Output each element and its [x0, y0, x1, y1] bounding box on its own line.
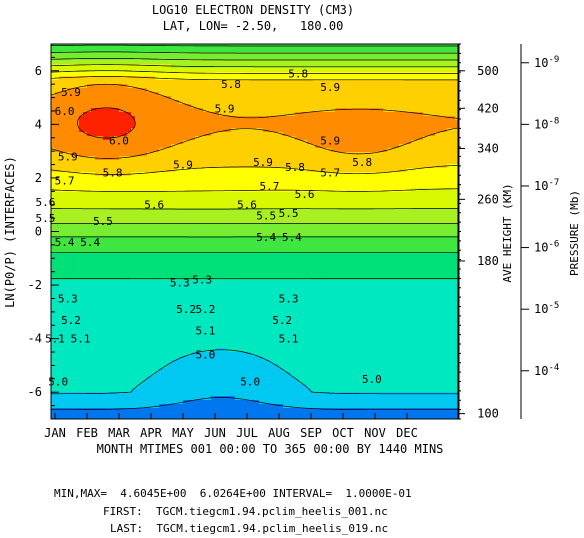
right-axis-1-tick-label: 500 [477, 64, 499, 78]
x-tick-label: JAN [44, 426, 66, 440]
contour-line [51, 349, 459, 395]
contour-label: 5.6 [144, 199, 164, 212]
x-tick-label: NOV [364, 426, 386, 440]
right-axis-1-tick-label: 420 [477, 101, 499, 115]
right-axis-1-title: AVE HEIGHT (KM) [501, 183, 514, 282]
right-axis-1-tick-label: 180 [477, 254, 499, 268]
contour-label: 5.8 [285, 161, 305, 174]
contour-label: 5.9 [215, 102, 235, 115]
x-tick-label: AUG [268, 426, 290, 440]
x-axis-title: MONTH MTIMES 001 00:00 TO 365 00:00 BY 1… [97, 442, 444, 456]
contour-label: 5.9 [253, 156, 273, 169]
x-tick-label: JUN [204, 426, 226, 440]
contour-label: 5.4 [80, 236, 100, 249]
contour-label: 5.0 [195, 349, 215, 362]
footer-minmax: MIN,MAX= 4.6045E+00 6.0264E+00 INTERVAL=… [54, 487, 412, 500]
footer-first: FIRST: TGCM.tiegcm1.94.pclim_heelis_001.… [103, 505, 388, 518]
contour-label: 5.1 [279, 333, 299, 346]
contour-label: 5.0 [240, 376, 260, 389]
right-axis-2-tick-label: 10-4 [534, 363, 559, 378]
x-tick-label: JUL [236, 426, 258, 440]
contour-label: 5.9 [173, 159, 193, 172]
contour-label: 5.2 [61, 314, 81, 327]
x-tick-label: MAY [172, 426, 194, 440]
contour-label: 5.0 [362, 373, 382, 386]
contour-label: 5.8 [352, 156, 372, 169]
contour-line [77, 107, 136, 139]
x-tick-label: MAR [108, 426, 130, 440]
contour-label: 5.4 [256, 231, 276, 244]
y-tick-label: 6 [35, 64, 42, 78]
x-tick-label: SEP [300, 426, 322, 440]
contour-label: 5.8 [221, 78, 241, 91]
contour-label: 5.4 [282, 231, 302, 244]
contour-label: 5.4 [55, 236, 75, 249]
right-axis-2-tick-label: 10-6 [534, 240, 559, 255]
contour-label: 5.9 [320, 81, 340, 94]
contour-label: 5.3 [192, 274, 212, 287]
contour-label: 5.5 [35, 212, 55, 225]
contour-label: 5.5 [279, 207, 299, 220]
contour-label: 5.5 [256, 209, 276, 222]
contour-label: 5.3 [279, 292, 299, 305]
contour-label: 5.3 [58, 292, 78, 305]
plot-area [51, 44, 459, 419]
contour-label: 5.2 [195, 303, 215, 316]
contour-label: 5.1 [71, 333, 91, 346]
right-axis-1-tick-label: 260 [477, 192, 499, 206]
contour-lines [51, 44, 459, 411]
contour-fill [51, 44, 459, 419]
contour-label: 5.7 [55, 175, 75, 188]
y-axis-title: LN(P0/P) (INTERFACES) [3, 156, 17, 308]
axes: JAN FEB MAR APR MAY JUN JUL AUG SEP OCT NOV DEC -6 -4… [28, 43, 559, 440]
contour-label: 5.8 [288, 67, 308, 80]
contour-line [51, 76, 459, 175]
y-tick-label: 2 [35, 171, 42, 185]
y-tick-label: 0 [35, 225, 42, 239]
contour-label: 5.5 [93, 215, 113, 228]
contour-label: 6.0 [109, 134, 129, 147]
contour-label: 5.2 [272, 314, 292, 327]
contour-label: 6.0 [55, 105, 75, 118]
y-tick-label: -4 [28, 332, 42, 346]
y-tick-label: -6 [28, 385, 42, 399]
contour-line [51, 70, 459, 192]
contour-label: 5.7 [259, 180, 279, 193]
contour-line [51, 44, 459, 253]
chart-subtitle: LAT, LON= -2.50, 180.00 [163, 19, 344, 33]
right-axis-2-tick-label: 10-7 [534, 178, 559, 193]
contour-line [51, 58, 459, 224]
contour-label: 5.6 [35, 196, 55, 209]
contour-line [51, 51, 459, 238]
right-axis-2-title: PRESSURE (Mb) [568, 190, 581, 276]
x-tick-label: OCT [332, 426, 354, 440]
x-tick-label: APR [140, 426, 162, 440]
contour-label: 5.9 [320, 134, 340, 147]
chart-title: LOG10 ELECTRON DENSITY (CM3) [152, 3, 354, 17]
contour-line [51, 83, 459, 159]
contour-label: 5.6 [237, 199, 257, 212]
right-axis-1-tick-label: 340 [477, 141, 499, 155]
y-tick-label: -2 [28, 278, 42, 292]
right-axis-2-tick-label: 10-9 [534, 55, 559, 70]
contour-label: 5.2 [176, 303, 196, 316]
contour-labels: 5.95.85.85.96.06.05.95.95.85.75.65.65.9 5… [35, 67, 381, 388]
contour-line [51, 64, 459, 210]
footer-last: LAST: TGCM.tiegcm1.94.pclim_heelis_019.n… [110, 522, 388, 535]
contour-label: 5.1 [195, 325, 215, 338]
contour-label: 5.9 [61, 86, 81, 99]
x-tick-label: DEC [396, 426, 418, 440]
contour-label: 5.8 [103, 167, 123, 180]
right-axis-2-tick-label: 10-5 [534, 301, 559, 316]
x-tick-label: FEB [76, 426, 98, 440]
right-axis-1-tick-label: 100 [477, 407, 499, 421]
right-axis-2-tick-label: 10-8 [534, 116, 559, 131]
contour-label: 5.7 [320, 167, 340, 180]
contour-label: 5.9 [58, 151, 78, 164]
contour-label: 5.6 [295, 188, 315, 201]
contour-line [51, 397, 459, 411]
y-tick-label: 4 [35, 117, 42, 131]
contour-label: 5.3 [170, 276, 190, 289]
